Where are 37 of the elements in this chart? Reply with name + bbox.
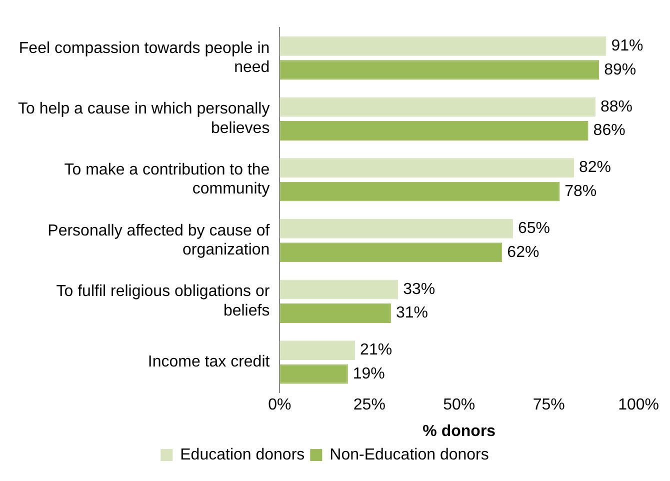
y-tick-label: Income tax credit xyxy=(148,354,270,371)
x-tick-label: 25% xyxy=(353,396,386,414)
bar xyxy=(280,120,588,140)
x-tick-label: 50% xyxy=(443,396,476,414)
y-tick-label: To fulfil religious obligations or beliefs xyxy=(56,283,270,320)
y-tick-label: To make a contribution to the community xyxy=(64,161,270,198)
data-label: 82% xyxy=(578,159,611,176)
data-label: 31% xyxy=(396,304,428,322)
data-label: 78% xyxy=(564,182,597,200)
bar xyxy=(280,303,391,323)
data-label: 88% xyxy=(600,98,633,116)
x-tick-label: 100% xyxy=(618,396,659,414)
x-tick-label: 0% xyxy=(268,396,292,414)
bar xyxy=(280,280,398,300)
bar xyxy=(280,36,606,56)
legend-label: Education donors xyxy=(180,446,305,464)
data-label: 19% xyxy=(352,365,385,382)
data-label: 33% xyxy=(403,280,436,298)
bar xyxy=(280,97,596,117)
y-tick-label: Personally affected by cause of organization xyxy=(48,222,270,259)
bar xyxy=(280,340,356,360)
bar xyxy=(280,364,348,384)
data-label: 62% xyxy=(507,244,540,261)
x-tick-label: 75% xyxy=(532,396,565,414)
y-tick-label: To help a cause in which personally believes xyxy=(18,100,270,137)
data-label: 65% xyxy=(518,220,550,238)
legend-label: Non-Education donors xyxy=(330,446,489,464)
bar xyxy=(280,158,574,178)
data-label: 21% xyxy=(360,342,392,359)
y-tick-label: Feel compassion towards people in need xyxy=(18,40,270,76)
bar xyxy=(280,60,600,80)
data-label: 86% xyxy=(593,122,626,140)
bar xyxy=(280,182,560,202)
data-label: 89% xyxy=(604,61,636,78)
bar xyxy=(280,242,502,262)
data-label: 91% xyxy=(611,38,644,55)
x-axis-title: % donors xyxy=(422,422,496,440)
